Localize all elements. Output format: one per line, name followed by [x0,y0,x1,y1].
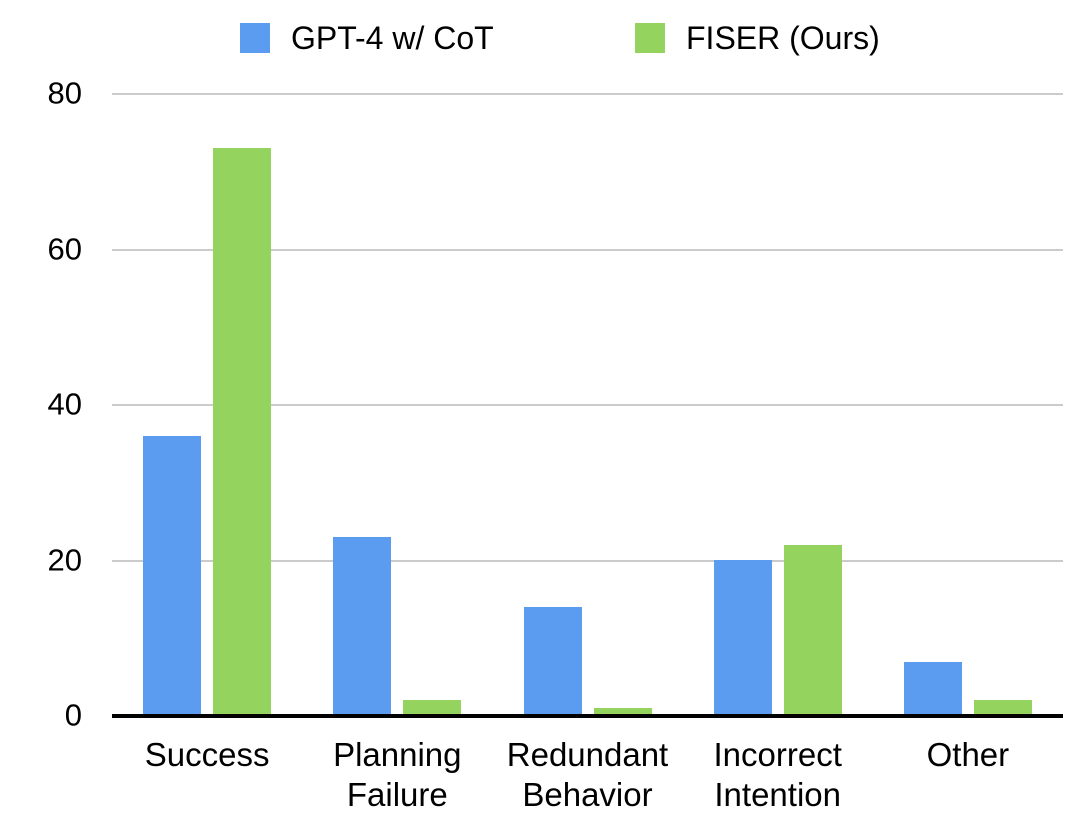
legend-swatch-blue [240,23,270,53]
x-axis-label-planning-failure: Planning Failure [333,736,462,814]
y-axis-tick-0: 0 [64,697,82,733]
y-axis-tick-60: 60 [47,230,82,266]
gridline-60 [112,248,1063,251]
x-axis-label-incorrect-intention: Incorrect Intention [713,736,842,814]
legend-label-gpt4-cot: GPT-4 w/ CoT [291,19,494,56]
legend-item-fiser: FISER (Ours) [635,19,880,56]
gridline-20 [112,559,1063,562]
gridline-80 [112,93,1063,95]
legend-swatch-green [635,23,665,53]
y-axis-tick-40: 40 [47,386,82,422]
bar-redundant-behavior-gpt-4-w-cot [523,607,582,716]
bar-success-fiser-ours [213,148,272,716]
bar-other-gpt-4-w-cot [903,662,962,716]
bar-incorrect-intention-fiser-ours [783,545,842,716]
y-axis-tick-80: 80 [47,75,82,111]
bar-incorrect-intention-gpt-4-w-cot [713,560,772,716]
x-axis-label-other: Other [926,736,1010,773]
x-axis-label-success: Success [144,736,270,773]
legend-label-fiser: FISER (Ours) [686,19,880,56]
bar-other-fiser-ours [973,700,1032,716]
y-axis-tick-20: 20 [47,541,82,577]
legend-item-gpt4-cot: GPT-4 w/ CoT [240,19,494,56]
bar-planning-failure-fiser-ours [403,700,462,716]
x-axis-line [112,714,1063,718]
bar-success-gpt-4-w-cot [143,436,202,716]
bar-planning-failure-gpt-4-w-cot [333,537,392,716]
bar-redundant-behavior-fiser-ours [593,708,652,716]
x-axis-label-redundant-behavior: Redundant Behavior [506,736,669,814]
gridline-40 [112,404,1063,406]
